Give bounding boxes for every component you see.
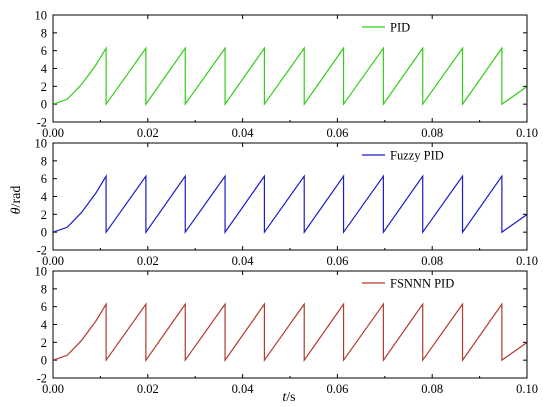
y-tick-label: -2	[37, 244, 47, 258]
y-tick-label: -2	[37, 116, 47, 130]
x-tick-label: 0.08	[421, 382, 443, 396]
panel-2: 0.00 0.02 0.04 0.06 0.08 0.10 -2 0 2 4 6 8 10 Fuzzy P…	[35, 137, 538, 269]
y-tick-label: 10	[35, 265, 48, 279]
x-tick-label: 0.06	[326, 254, 348, 268]
x-tick-label: 0.04	[232, 126, 255, 140]
y-tick-label: 8	[41, 26, 47, 40]
plot-frame	[52, 270, 528, 379]
y-tick-label: 4	[41, 190, 48, 204]
series-line-2	[52, 174, 528, 235]
legend-label: FSNNN PID	[390, 277, 454, 291]
plot-frame	[52, 142, 528, 251]
y-tick-label: 0	[41, 98, 47, 112]
x-tick-label: 0.10	[516, 254, 538, 268]
legend-label: Fuzzy PID	[390, 149, 444, 163]
series-line-1	[52, 46, 528, 107]
panel-3: 0.00 0.02 0.04 0.06 0.08 0.10 -2 0 2 4 6 8 10 FSNNN P…	[35, 265, 538, 397]
x-tick-label: 0.04	[232, 254, 255, 268]
y-tick-label: 6	[41, 300, 47, 314]
x-tick-label: 0.02	[137, 382, 159, 396]
x-tick-label: 0.06	[326, 126, 348, 140]
x-tick-label: 0.08	[421, 126, 443, 140]
y-tick-label: -2	[37, 372, 47, 386]
y-tick-label: 4	[41, 62, 48, 76]
x-tick-label: 0.10	[516, 382, 538, 396]
x-tick-label: 0.00	[42, 254, 64, 268]
x-axis-title-symbol: t	[282, 390, 287, 405]
panels: 0.00 0.02 0.04 0.06 0.08 0.10-20246810PID0.00…	[35, 9, 538, 397]
y-tick-label: 2	[41, 208, 47, 222]
y-tick-label: 0	[41, 226, 47, 240]
series-line-3	[52, 302, 528, 363]
y-axis-title-unit: /rad	[9, 186, 24, 208]
x-tick-label: 0.02	[137, 254, 159, 268]
x-tick-label: 0.06	[326, 382, 348, 396]
x-tick-label: 0.04	[232, 382, 255, 396]
x-axis-title: t/s	[282, 390, 295, 405]
y-tick-label: 2	[41, 336, 47, 350]
x-tick-label: 0.00	[42, 126, 64, 140]
y-tick-label: 0	[41, 354, 47, 368]
x-tick-label: 0.08	[421, 254, 443, 268]
panel-1: 0.00 0.02 0.04 0.06 0.08 0.10 -2 0 2 4 6 8 10 PID	[35, 9, 538, 141]
y-tick-label: 8	[41, 282, 47, 296]
y-tick-label: 8	[41, 154, 47, 168]
y-tick-label: 10	[35, 9, 48, 23]
y-tick-label: 6	[41, 172, 47, 186]
plot-frame	[52, 14, 528, 123]
y-tick-label: 4	[41, 318, 48, 332]
legend-label: PID	[390, 21, 410, 35]
x-tick-label: 0.10	[516, 126, 538, 140]
x-tick-label: 0.02	[137, 126, 159, 140]
y-tick-label: 10	[35, 137, 48, 151]
x-tick-label: 0.00	[42, 382, 64, 396]
y-tick-label: 6	[41, 44, 47, 58]
y-tick-label: 2	[41, 80, 47, 94]
y-axis-title: θ/rad	[9, 186, 24, 215]
y-axis-title-symbol: θ	[9, 207, 24, 214]
x-axis-title-unit: /s	[286, 390, 295, 405]
